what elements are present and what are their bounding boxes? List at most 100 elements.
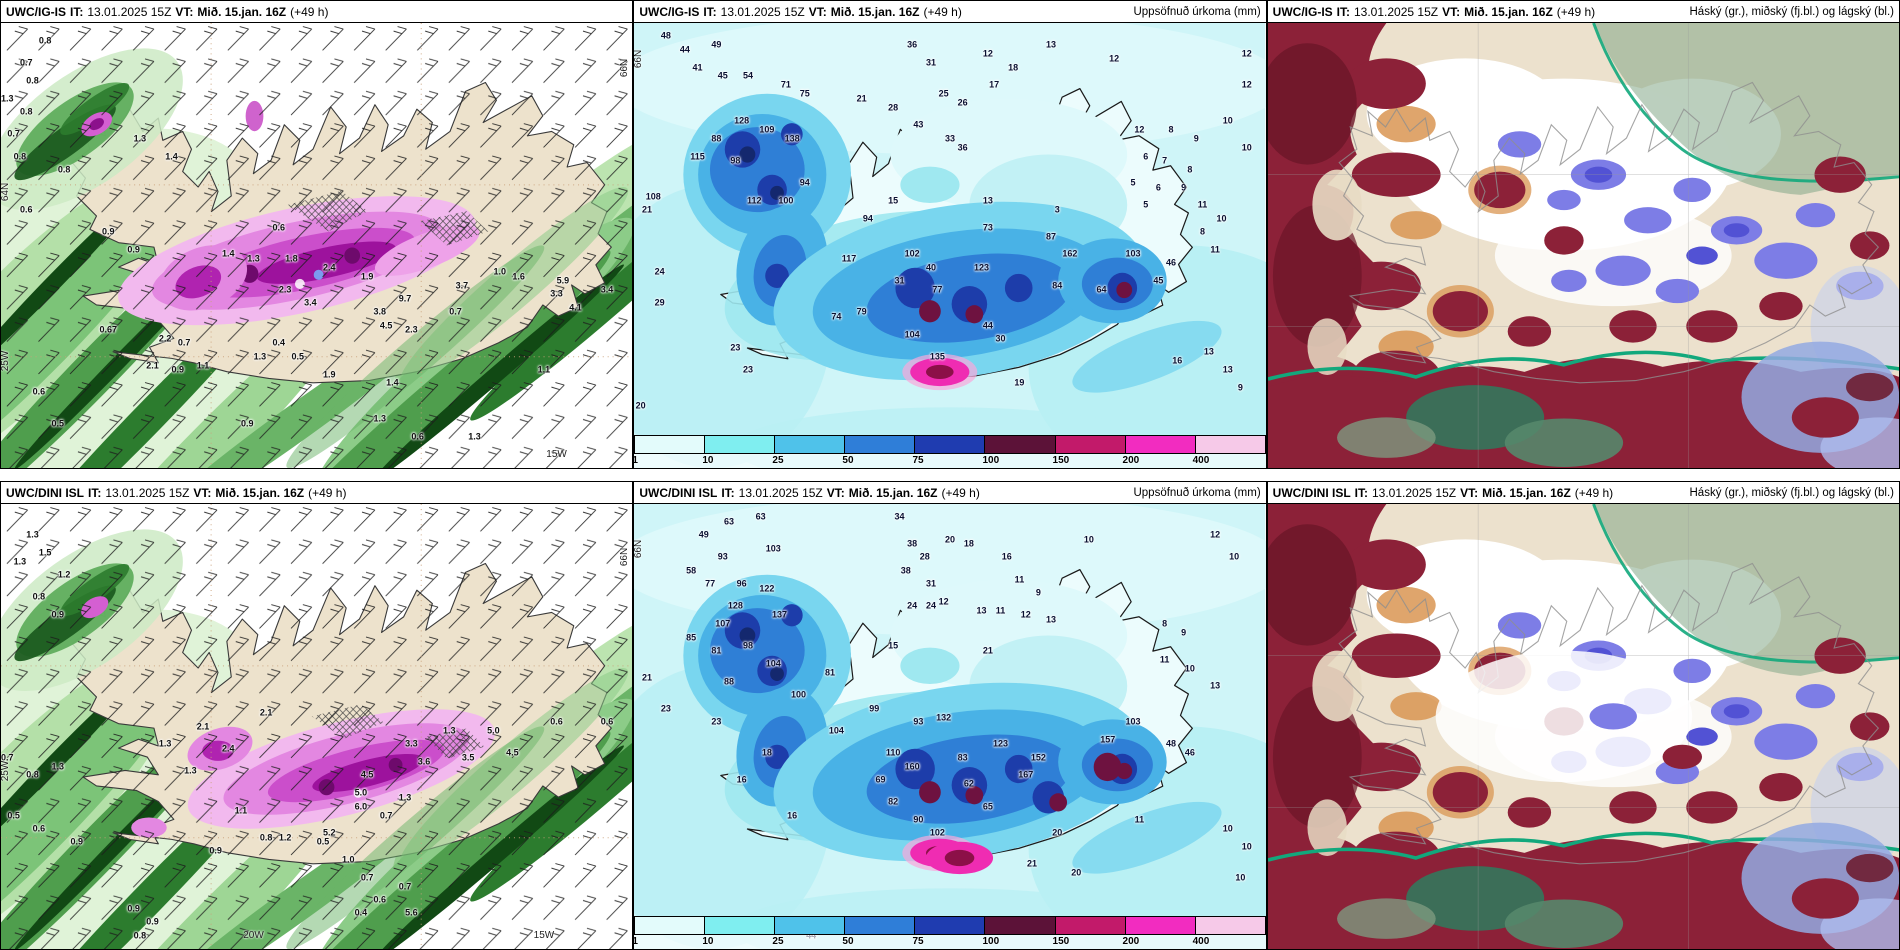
cloud-cover-map[interactable] (1268, 23, 1899, 468)
panel-uwcdini-wind-precip: UWC/DINI ISL IT: 13.01.2025 15Z VT: Mið. 15.… (0, 481, 634, 950)
forecast-offset: (+49 h) (1574, 485, 1614, 500)
panel-uwcigis-clouds: UWC/IG-IS IT: 13.01.2025 15Z VT: Mið. 15.jan… (1266, 0, 1900, 469)
forecast-offset: (+49 h) (290, 4, 329, 19)
parameter-name: Háský (gr.), miðský (fj.bl.) og lágský (… (1689, 486, 1894, 499)
valid-time-value: Mið. 15.jan. 16Z (1464, 4, 1553, 19)
colorbar-label: 1 (634, 937, 638, 947)
parameter-name: Uppsöfnuð úrkoma (mm) (1133, 5, 1261, 18)
init-time-label: IT: (70, 4, 84, 19)
valid-time-label: VT: (193, 485, 212, 500)
valid-time-label: VT: (1442, 4, 1461, 19)
panel-title: UWC/DINI ISL IT: 13.01.2025 15Z VT: Mið. 15.… (1273, 486, 1617, 500)
parameter-name: Háský (gr.), miðský (fj.bl.) og lágský (… (1689, 5, 1894, 18)
colorbar-segment: 10 (702, 917, 776, 947)
panel-header: UWC/DINI ISL IT: 13.01.2025 15Z VT: Mið. 15.… (1, 482, 633, 504)
colorbar-label: 400 (1192, 455, 1210, 466)
colorbar-label: 50 (842, 455, 854, 466)
init-time-label: IT: (1336, 4, 1350, 19)
init-time-label: IT: (1354, 485, 1368, 500)
panel-title: UWC/IG-IS IT: 13.01.2025 15Z VT: Mið. 15.jan… (639, 5, 965, 19)
colorbar-label: 100 (982, 936, 1000, 947)
colorbar-segment: 200 (1123, 917, 1196, 947)
accum-precip-map[interactable]: 63 63 49 103 93 58 77 96 122 128 137 107 85 81 98 104 88… (634, 504, 1266, 949)
accum-precip-map-art (634, 504, 1265, 949)
panel-title: UWC/DINI ISL IT: 13.01.2025 15Z VT: Mið. 15.… (6, 486, 350, 500)
init-time-value: 13.01.2025 15Z (738, 485, 823, 500)
valid-time-label: VT: (1460, 485, 1479, 500)
colorbar-segment: 1 (634, 436, 706, 466)
init-time-value: 13.01.2025 15Z (87, 4, 172, 19)
model-name: UWC/DINI ISL (639, 485, 718, 500)
colorbar-label: 200 (1122, 936, 1140, 947)
precipitation-colorbar: 1 10 25 50 75 100 150 200 400 (634, 435, 1266, 466)
forecast-offset: (+49 h) (923, 4, 962, 19)
colorbar-backdrop (634, 935, 1266, 949)
colorbar-segment: 10 (702, 436, 776, 466)
forecast-offset: (+49 h) (1556, 4, 1596, 19)
colorbar-label: 25 (772, 936, 784, 947)
colorbar-segment: 100 (982, 917, 1056, 947)
colorbar-segment: 1 (634, 917, 706, 947)
colorbar-segment: 50 (842, 917, 916, 947)
panel-uwcdini-clouds: UWC/DINI ISL IT: 13.01.2025 15Z VT: Mið. 15.… (1266, 481, 1900, 950)
init-time-label: IT: (703, 4, 717, 19)
init-time-value: 13.01.2025 15Z (105, 485, 190, 500)
colorbar-label: 10 (702, 455, 714, 466)
colorbar-segment: 400 (1193, 436, 1265, 466)
forecast-offset: (+49 h) (941, 485, 980, 500)
valid-time-value: Mið. 15.jan. 16Z (197, 4, 287, 19)
accum-precip-map-art (634, 23, 1265, 468)
colorbar-segment: 75 (912, 436, 986, 466)
panel-title: UWC/DINI ISL IT: 13.01.2025 15Z VT: Mið. 15.… (639, 486, 983, 500)
wind-precip-map-art (1, 23, 632, 468)
colorbar-label: 150 (1052, 936, 1070, 947)
colorbar-label: 75 (912, 936, 924, 947)
panel-uwcigis-wind-precip: UWC/IG-IS IT: 13.01.2025 15Z VT: Mið. 15.jan… (0, 0, 634, 469)
panel-header: UWC/IG-IS IT: 13.01.2025 15Z VT: Mið. 15.jan… (634, 1, 1266, 23)
accum-precip-map[interactable]: 48 44 49 41 45 54 71 75 128 109 138 88 115 98 108 94 112… (634, 23, 1266, 468)
colorbar-label: 25 (772, 455, 784, 466)
init-time-value: 13.01.2025 15Z (1354, 4, 1439, 19)
colorbar-label: 10 (702, 936, 714, 947)
precipitation-colorbar: 1 10 25 50 75 100 150 200 400 (634, 916, 1266, 947)
wind-precip-map-art (1, 504, 632, 949)
colorbar-label: 50 (842, 936, 854, 947)
model-name: UWC/DINI ISL (1272, 485, 1351, 500)
panel-header: UWC/IG-IS IT: 13.01.2025 15Z VT: Mið. 15.jan… (1267, 1, 1899, 23)
colorbar-label: 150 (1052, 455, 1070, 466)
colorbar-label: 200 (1122, 455, 1140, 466)
wind-precip-map[interactable]: 1.3 1.5 1.2 0.8 0.9 1.3 0.7 0.8 1.3 0.5 0.6 0.9 2.1 1… (1, 504, 632, 949)
colorbar-segment: 200 (1123, 436, 1196, 466)
colorbar-label: 1 (634, 456, 638, 466)
model-name: UWC/IG-IS (6, 4, 66, 19)
init-time-value: 13.01.2025 15Z (720, 4, 805, 19)
panel-header: UWC/DINI ISL IT: 13.01.2025 15Z VT: Mið. 15.… (1267, 482, 1899, 504)
colorbar-segment: 100 (982, 436, 1056, 466)
cloud-cover-map-art (1268, 23, 1899, 468)
init-time-label: IT: (721, 485, 735, 500)
valid-time-label: VT: (826, 485, 845, 500)
panel-header: UWC/DINI ISL IT: 13.01.2025 15Z VT: Mið. 15.… (634, 482, 1266, 504)
valid-time-value: Mið. 15.jan. 16Z (215, 485, 305, 500)
panel-title: UWC/IG-IS IT: 13.01.2025 15Z VT: Mið. 15.jan… (6, 5, 332, 19)
valid-time-value: Mið. 15.jan. 16Z (830, 4, 920, 19)
wind-precip-map[interactable]: 0.8 0.7 0.8 1.3 0.8 0.7 0.8 0.8 0.6 1.3 1.4 0.9 0.9 0… (1, 23, 632, 468)
valid-time-label: VT: (808, 4, 827, 19)
init-time-value: 13.01.2025 15Z (1372, 485, 1457, 500)
panel-header: UWC/IG-IS IT: 13.01.2025 15Z VT: Mið. 15.jan… (1, 1, 633, 23)
init-time-label: IT: (88, 485, 102, 500)
model-name: UWC/DINI ISL (6, 485, 84, 500)
panel-uwcigis-accum-precip: UWC/IG-IS IT: 13.01.2025 15Z VT: Mið. 15.jan… (633, 0, 1267, 469)
cloud-cover-map[interactable] (1268, 504, 1899, 949)
valid-time-value: Mið. 15.jan. 16Z (1482, 485, 1571, 500)
colorbar-label: 75 (912, 455, 924, 466)
valid-time-label: VT: (175, 4, 194, 19)
colorbar-segment: 25 (772, 436, 846, 466)
colorbar-label: 100 (982, 455, 1000, 466)
colorbar-segment: 75 (912, 917, 986, 947)
parameter-name: Uppsöfnuð úrkoma (mm) (1133, 486, 1261, 499)
colorbar-backdrop (634, 454, 1266, 468)
colorbar-segment: 50 (842, 436, 916, 466)
model-name: UWC/IG-IS (639, 4, 700, 19)
